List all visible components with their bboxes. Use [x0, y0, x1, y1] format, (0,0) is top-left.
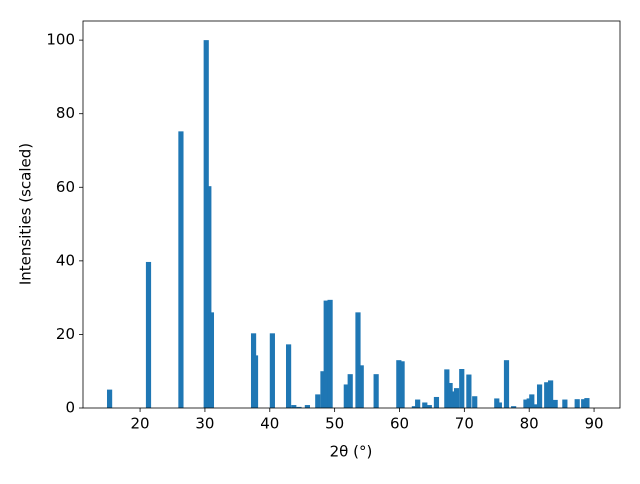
bar: [178, 131, 184, 409]
bar: [106, 389, 113, 408]
y-tick-label: 20: [56, 325, 75, 343]
bar: [343, 384, 349, 408]
bar: [533, 404, 539, 408]
bar: [562, 399, 568, 408]
x-tick-label: 30: [195, 415, 214, 433]
bar: [399, 361, 405, 408]
bar: [304, 405, 310, 408]
bar: [453, 388, 460, 408]
y-axis-label: Intensities (scaled): [17, 143, 35, 285]
x-tick-label: 60: [390, 415, 409, 433]
bar: [466, 374, 472, 408]
bar: [411, 406, 418, 408]
x-tick-label: 40: [260, 415, 279, 433]
bar: [574, 399, 580, 408]
y-tick-label: 100: [46, 31, 75, 49]
x-tick-label: 90: [585, 415, 604, 433]
y-tick-label: 80: [56, 104, 75, 122]
bar: [358, 365, 364, 408]
bar: [269, 333, 275, 408]
bar: [323, 300, 329, 408]
bar: [347, 374, 353, 408]
y-tick-label: 40: [56, 251, 75, 269]
bar: [355, 312, 361, 408]
bar: [296, 406, 302, 408]
bar: [320, 371, 326, 408]
bar: [544, 382, 550, 408]
bar: [552, 399, 558, 408]
y-tick-label: 60: [56, 178, 75, 196]
bar: [285, 344, 292, 408]
bar: [252, 355, 259, 408]
bar: [327, 299, 333, 408]
x-axis-label: 2θ (°): [330, 443, 373, 461]
bar: [315, 394, 321, 408]
x-tick-label: 20: [131, 415, 150, 433]
bar: [536, 384, 543, 408]
bar: [206, 186, 212, 408]
bar: [291, 405, 297, 408]
plot-frame: [82, 20, 621, 409]
bar: [529, 394, 535, 408]
bar: [422, 402, 428, 408]
bar: [548, 380, 554, 408]
bar: [145, 261, 152, 408]
bar: [433, 396, 440, 408]
x-tick-label: 70: [455, 415, 474, 433]
bar: [426, 405, 432, 408]
bar: [584, 398, 590, 408]
bar: [450, 391, 456, 408]
bar: [472, 396, 478, 408]
bar: [503, 360, 510, 408]
bar: [511, 406, 517, 408]
bar: [444, 369, 450, 408]
bar: [373, 374, 379, 408]
bar: [581, 399, 587, 408]
bar: [523, 399, 529, 408]
bar: [415, 399, 421, 408]
x-tick-label: 80: [520, 415, 539, 433]
bar: [496, 402, 502, 408]
bar: [396, 360, 402, 408]
y-tick-label: 0: [65, 399, 75, 417]
bar: [459, 369, 465, 408]
bar: [208, 312, 215, 408]
x-tick-label: 50: [325, 415, 344, 433]
